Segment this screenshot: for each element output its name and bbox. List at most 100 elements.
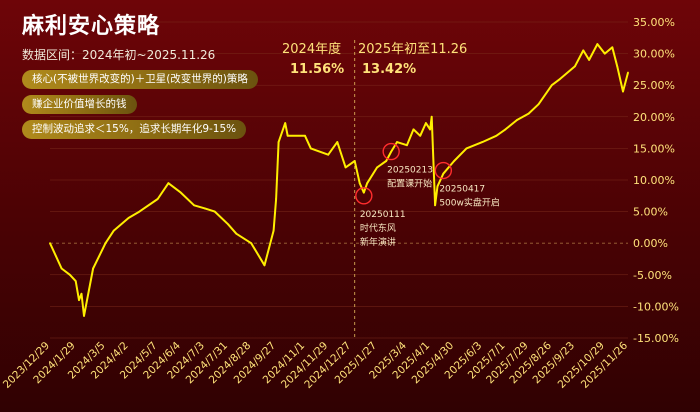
data-point [425, 122, 427, 125]
data-point [362, 191, 365, 194]
data-point [537, 103, 540, 106]
data-point [309, 147, 312, 150]
strategy-pill: 核心(不被世界改变的)＋卫星(改变世界的)策略 [22, 70, 258, 89]
data-point [74, 280, 77, 283]
data-point [412, 128, 415, 131]
data-point [465, 147, 468, 150]
data-point [92, 267, 94, 270]
y-tick-label: -15.00% [633, 332, 679, 345]
data-point [277, 141, 280, 143]
y-tick-label: 5.00% [633, 206, 668, 219]
strategy-pill: 控制波动追求＜15%，追求长期年化9-15% [22, 120, 247, 139]
y-tick-label: 15.00% [633, 142, 675, 155]
data-point [442, 172, 445, 175]
data-point [627, 71, 629, 74]
data-point [179, 191, 182, 194]
data-point [481, 141, 484, 143]
event-annotation: 新年演讲 [360, 236, 396, 248]
data-point [406, 144, 408, 147]
data-point [550, 84, 553, 87]
data-point [78, 299, 80, 301]
data-point [453, 160, 456, 162]
data-point [156, 198, 159, 200]
data-point [390, 150, 393, 153]
y-tick-label: 35.00% [633, 16, 675, 29]
data-point [430, 115, 433, 118]
data-point [419, 134, 422, 137]
return-value: 13.42% [362, 62, 417, 77]
data-point [112, 229, 115, 232]
data-point [376, 166, 378, 169]
data-point [68, 273, 71, 276]
y-tick-label: 10.00% [633, 174, 675, 187]
event-annotation: 500w实盘开启 [439, 197, 500, 209]
event-marker [355, 187, 373, 205]
data-point [385, 160, 388, 162]
event-marker [382, 142, 400, 161]
date-range: 数据区间：2024年初~2025.11.26 [22, 48, 216, 62]
data-point [167, 182, 170, 185]
return-value: 11.56% [290, 62, 345, 77]
data-point [616, 65, 619, 68]
data-point [213, 210, 216, 213]
data-point [336, 141, 339, 143]
data-point [80, 292, 83, 295]
y-tick-label: 20.00% [633, 111, 675, 124]
return-label: 2024年度 [282, 42, 342, 57]
return-label: 2025年初至11.26 [358, 42, 468, 57]
data-point [272, 229, 275, 232]
data-point [353, 160, 356, 162]
data-point [588, 59, 590, 61]
data-point [284, 122, 287, 125]
data-point [495, 134, 498, 137]
data-point [358, 182, 361, 185]
data-point [127, 217, 130, 219]
data-point [203, 207, 206, 210]
event-annotation: 20250417 [439, 185, 485, 195]
y-tick-label: -10.00% [633, 300, 679, 313]
y-tick-label: 0.00% [633, 237, 668, 250]
strategy-pill: 赚企业价值增长的钱 [22, 95, 137, 114]
data-point [559, 77, 561, 80]
data-point [436, 185, 439, 188]
data-point [138, 210, 141, 213]
y-tick-label: 30.00% [633, 48, 675, 61]
data-point [286, 134, 289, 137]
data-point [104, 242, 107, 245]
data-point [429, 128, 431, 131]
data-point [344, 166, 347, 169]
data-point [327, 153, 330, 156]
data-point [434, 204, 436, 207]
data-point [516, 119, 518, 121]
event-marker [434, 161, 453, 180]
data-point [574, 65, 576, 68]
data-point [582, 49, 585, 52]
data-point [596, 43, 599, 46]
data-point [504, 128, 507, 131]
data-point [263, 264, 266, 267]
data-point [250, 242, 253, 245]
data-point [527, 112, 530, 115]
data-point [611, 46, 614, 49]
event-annotation: 20250111 [360, 210, 406, 220]
event-annotation: 时代东风 [360, 222, 396, 234]
data-point [235, 232, 238, 235]
data-point [396, 141, 398, 143]
y-tick-label: 25.00% [633, 79, 675, 92]
data-point [60, 267, 63, 270]
data-point [275, 198, 277, 200]
data-point [49, 242, 51, 245]
data-point [622, 90, 624, 93]
data-point [83, 314, 85, 317]
data-point [227, 223, 229, 226]
data-point [603, 52, 606, 55]
data-point [54, 254, 57, 257]
event-annotation: 配置课开始 [387, 178, 432, 190]
data-point [366, 182, 369, 185]
y-tick-label: -5.00% [633, 269, 672, 282]
event-annotation: 20250213 [387, 166, 433, 176]
data-point [193, 204, 195, 207]
data-point [304, 134, 306, 137]
